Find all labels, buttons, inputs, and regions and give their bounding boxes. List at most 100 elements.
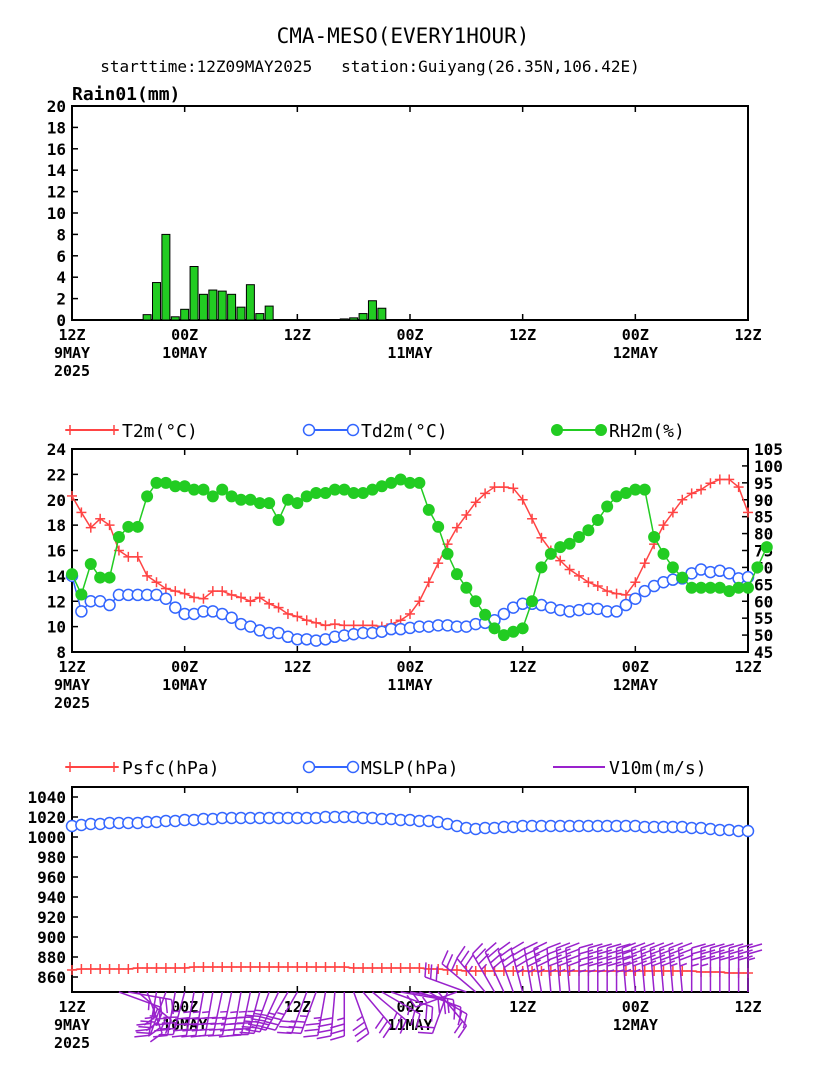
series-point-p3-0 — [320, 962, 331, 972]
wind-barb-half — [144, 1016, 153, 1020]
series-point-p3-0 — [217, 962, 228, 972]
series-point-p2-2 — [441, 547, 454, 560]
rain-y-tick-label: 16 — [47, 140, 66, 159]
series-point-p2-0 — [564, 564, 575, 575]
series-point-p2-0 — [207, 586, 218, 597]
x-tick-label: 00Z — [396, 658, 423, 676]
wind-barb-flag — [659, 948, 675, 955]
wind-barb-flag — [556, 948, 571, 955]
x-tick-label: 12Z — [734, 658, 761, 676]
wind-barb — [587, 943, 603, 992]
wind-barb-flag — [484, 942, 497, 953]
rh-y-tick-label: 80 — [754, 525, 773, 544]
rh-y-tick-label: 55 — [754, 609, 773, 628]
wind-barb-flag — [729, 949, 744, 955]
wind-barb-flag — [457, 1025, 468, 1039]
wind-barb-flag — [147, 1027, 161, 1037]
wind-barb-flag — [497, 941, 511, 952]
wind-barb-flag — [691, 943, 706, 949]
wind-barb-half — [578, 969, 587, 973]
wind-barb-flag — [660, 954, 675, 961]
pres-y-tick-label: 860 — [37, 968, 66, 987]
series-point-p2-2 — [422, 503, 435, 516]
wind-barb-flag — [512, 947, 526, 956]
series-point-p2-2 — [742, 581, 754, 594]
series-point-p2-0 — [273, 602, 284, 613]
wind-barb-half — [337, 1017, 345, 1021]
wind-barb-shaft — [212, 991, 223, 1036]
wind-barb-flag — [578, 943, 594, 949]
series-point-p2-0 — [498, 482, 509, 493]
x-tick-label: 9MAY — [54, 676, 90, 694]
wind-barb-flag — [556, 942, 571, 949]
series-point-p2-1 — [638, 584, 651, 598]
wind-barb-shaft — [362, 991, 392, 1027]
wind-barb-half — [277, 1012, 285, 1016]
wind-barb-shaft — [195, 991, 205, 1036]
wind-barb — [719, 943, 735, 992]
series-point-p3-0 — [67, 965, 77, 975]
series-point-p2-0 — [527, 513, 538, 524]
wind-barb-half — [558, 968, 566, 973]
series-point-p2-0 — [405, 608, 415, 619]
rain-bar — [227, 293, 237, 321]
rain-y-tick-label: 4 — [56, 268, 66, 287]
wind-barb-flag — [631, 948, 646, 955]
rain-bar — [198, 293, 208, 321]
wind-barb-flag — [606, 961, 622, 967]
wind-barb-half — [267, 1012, 276, 1016]
wind-barb-flag — [245, 1028, 261, 1033]
series-point-p2-2 — [544, 547, 557, 560]
wind-barb-flag — [136, 1022, 152, 1026]
wind-barb-flag — [566, 954, 581, 961]
series-point-p2-1 — [722, 567, 736, 580]
series-point-p2-2 — [469, 595, 482, 608]
wind-barb-flag — [290, 1020, 306, 1023]
series-point-p2-1 — [103, 598, 116, 612]
series-point-p2-0 — [451, 522, 462, 533]
series-point-p2-2 — [516, 622, 529, 635]
wind-barb-flag — [578, 955, 594, 961]
wind-barb-flag — [632, 954, 647, 961]
series-point-p2-2 — [103, 571, 116, 584]
wind-barb-flag — [729, 955, 744, 961]
wind-barb-shaft — [668, 948, 674, 993]
wind-barb-flag — [510, 941, 525, 951]
series-point-p3-0 — [151, 963, 162, 973]
rain-bar — [255, 313, 265, 321]
series-point-p2-2 — [666, 561, 679, 574]
wind-barb-flag — [679, 954, 694, 961]
series-point-p2-2 — [648, 530, 661, 543]
series-point-p3-0 — [470, 966, 481, 976]
wind-barb-half — [670, 962, 678, 967]
wind-barb-flag — [669, 954, 684, 961]
wind-barb-flag — [135, 1028, 150, 1032]
rain-y-tick-label: 8 — [56, 225, 66, 244]
wind-barb-shaft — [677, 948, 684, 993]
series-point-p2-2 — [206, 490, 219, 503]
wind-barb — [523, 941, 541, 993]
wind-barb — [371, 991, 407, 1034]
temp-y-tick-label: 18 — [47, 516, 66, 535]
rain-panel-title: Rain01(mm) — [72, 84, 180, 105]
rain-bar — [180, 308, 190, 321]
series-point-p2-0 — [583, 577, 594, 588]
wind-barb — [677, 942, 694, 993]
series-point-p2-2 — [488, 622, 501, 635]
series-point-p2-2 — [216, 483, 229, 496]
series-point-p3-0 — [329, 962, 340, 972]
series-point-p2-2 — [66, 568, 78, 581]
wind-barb-flag — [463, 955, 474, 968]
wind-barb-shaft — [533, 948, 543, 993]
series-point-p2-0 — [658, 520, 669, 531]
series-point-p3-0 — [639, 966, 650, 976]
panel-frame-1 — [71, 105, 749, 321]
series-point-p2-0 — [264, 598, 275, 609]
wind-barb — [690, 943, 706, 992]
wind-barb-flag — [678, 942, 693, 949]
rain-bar — [377, 307, 387, 321]
legend-marker-p3-0 — [65, 762, 75, 772]
rain-bar — [189, 266, 199, 321]
x-tick-label: 12Z — [284, 326, 311, 344]
wind-barb-half — [567, 968, 575, 973]
